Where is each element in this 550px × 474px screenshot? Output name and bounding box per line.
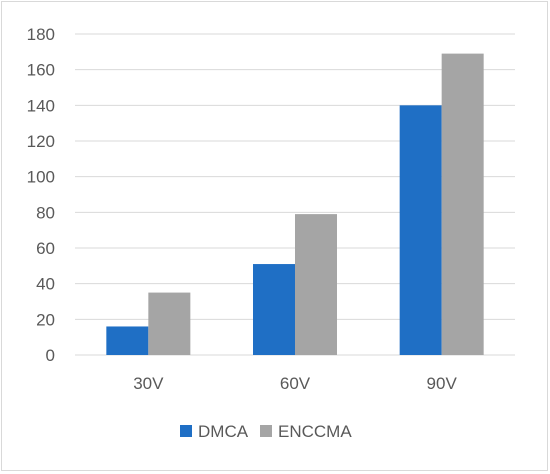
y-tick-label: 160 <box>27 61 55 80</box>
y-tick-label: 40 <box>36 275 55 294</box>
y-tick-label: 180 <box>27 25 55 44</box>
legend-swatch-enccma <box>260 425 272 437</box>
bar-enccma-60v <box>295 214 337 355</box>
bar-dmca-30v <box>106 326 149 355</box>
y-tick-label: 80 <box>36 203 55 222</box>
x-axis-ticks: 30V 60V 90V <box>133 374 457 393</box>
y-tick-label: 140 <box>27 96 55 115</box>
y-tick-label: 0 <box>46 346 55 365</box>
y-tick-label: 120 <box>27 132 55 151</box>
bar-enccma-90v <box>441 53 484 355</box>
y-axis-ticks: 0 20 40 60 80 100 120 140 160 180 <box>27 25 55 365</box>
legend-swatch-dmca <box>180 425 192 437</box>
bar-enccma-30v <box>148 292 191 355</box>
bar-dmca-60v <box>253 264 295 355</box>
bars <box>106 53 484 355</box>
y-tick-label: 20 <box>36 310 55 329</box>
x-tick-label: 30V <box>133 374 164 393</box>
legend-label-dmca: DMCA <box>198 422 249 441</box>
x-tick-label: 60V <box>280 374 311 393</box>
legend-label-enccma: ENCCMA <box>278 422 352 441</box>
y-tick-label: 100 <box>27 168 55 187</box>
legend: DMCA ENCCMA <box>180 422 352 441</box>
x-tick-label: 90V <box>427 374 458 393</box>
y-tick-label: 60 <box>36 239 55 258</box>
bar-dmca-90v <box>399 105 442 355</box>
